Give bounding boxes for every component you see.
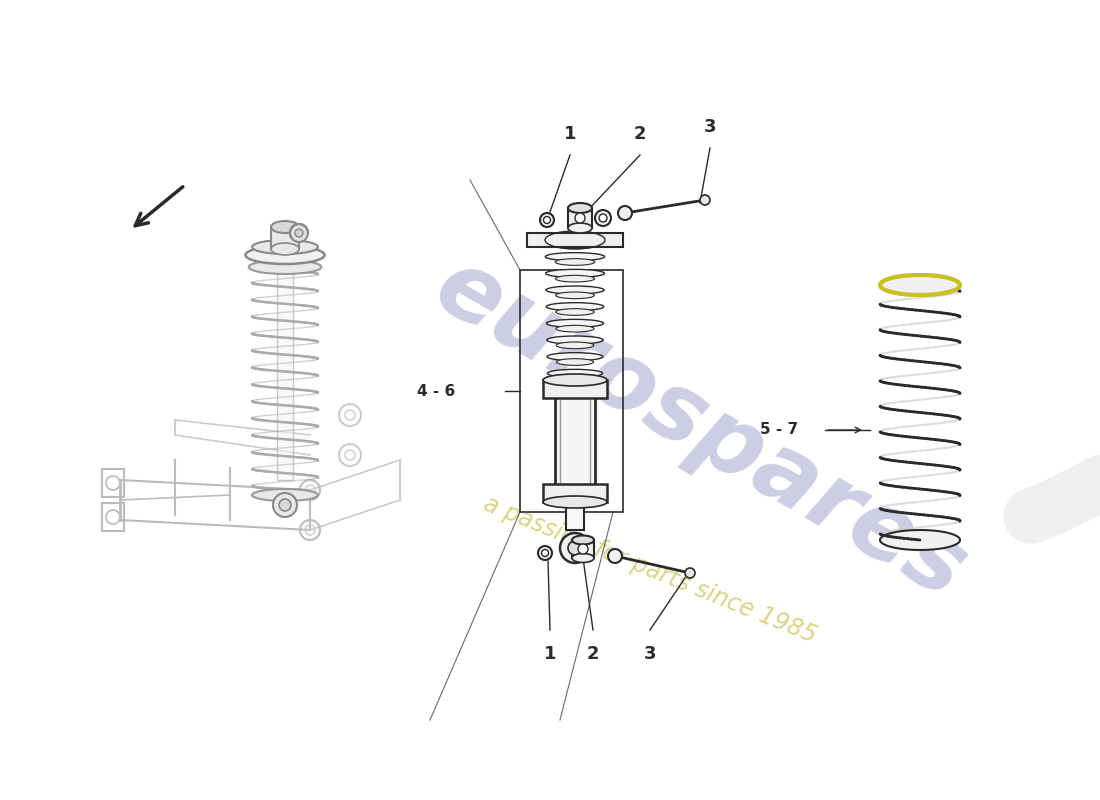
- Ellipse shape: [557, 342, 594, 349]
- Bar: [527, 233, 623, 247]
- Bar: [543, 484, 607, 502]
- Bar: [572, 540, 594, 558]
- Ellipse shape: [556, 258, 595, 266]
- Ellipse shape: [556, 309, 594, 315]
- Circle shape: [541, 550, 549, 557]
- Ellipse shape: [572, 554, 594, 562]
- Circle shape: [295, 229, 302, 237]
- Polygon shape: [880, 530, 960, 550]
- Text: 4 - 6: 4 - 6: [417, 383, 455, 398]
- Text: 2: 2: [634, 125, 647, 143]
- Ellipse shape: [547, 302, 604, 310]
- Bar: [102, 503, 124, 531]
- Ellipse shape: [546, 286, 604, 294]
- Ellipse shape: [271, 243, 299, 255]
- Ellipse shape: [543, 374, 607, 386]
- Circle shape: [600, 214, 607, 222]
- Circle shape: [279, 499, 292, 511]
- Ellipse shape: [557, 375, 593, 382]
- Circle shape: [578, 544, 588, 554]
- Bar: [566, 502, 584, 530]
- Ellipse shape: [543, 496, 607, 508]
- Bar: [543, 380, 607, 398]
- Ellipse shape: [252, 240, 318, 254]
- Text: 3: 3: [644, 645, 657, 663]
- Ellipse shape: [556, 326, 594, 332]
- Circle shape: [560, 533, 590, 563]
- Circle shape: [618, 206, 632, 220]
- Bar: [568, 208, 592, 228]
- Circle shape: [273, 493, 297, 517]
- Ellipse shape: [556, 292, 594, 298]
- Polygon shape: [880, 275, 960, 295]
- Ellipse shape: [546, 253, 605, 261]
- Circle shape: [685, 568, 695, 578]
- Circle shape: [538, 546, 552, 560]
- Ellipse shape: [568, 223, 592, 233]
- Bar: [556, 390, 595, 490]
- Ellipse shape: [547, 336, 603, 344]
- Bar: [271, 227, 299, 249]
- Text: 3: 3: [704, 118, 716, 136]
- Ellipse shape: [249, 260, 321, 274]
- Circle shape: [290, 224, 308, 242]
- Text: a passion for parts since 1985: a passion for parts since 1985: [480, 492, 820, 648]
- Ellipse shape: [548, 370, 603, 378]
- Ellipse shape: [557, 358, 594, 366]
- Text: 5 - 7: 5 - 7: [760, 422, 799, 438]
- Ellipse shape: [547, 319, 604, 327]
- Circle shape: [700, 195, 710, 205]
- Ellipse shape: [568, 203, 592, 213]
- Bar: [520, 270, 623, 512]
- Bar: [277, 265, 293, 480]
- Ellipse shape: [252, 489, 318, 501]
- Ellipse shape: [546, 270, 604, 278]
- Circle shape: [568, 541, 582, 555]
- Circle shape: [543, 217, 550, 223]
- Bar: [102, 469, 124, 497]
- Circle shape: [575, 213, 585, 223]
- Ellipse shape: [556, 275, 595, 282]
- Text: 2: 2: [586, 645, 600, 663]
- Ellipse shape: [572, 535, 594, 545]
- Circle shape: [595, 210, 610, 226]
- Circle shape: [608, 549, 622, 563]
- Text: eurospares: eurospares: [418, 241, 981, 619]
- Ellipse shape: [271, 221, 299, 233]
- Ellipse shape: [544, 236, 605, 244]
- Ellipse shape: [245, 246, 324, 264]
- Text: 1: 1: [543, 645, 557, 663]
- Ellipse shape: [556, 242, 595, 249]
- Ellipse shape: [547, 353, 603, 361]
- Circle shape: [540, 213, 554, 227]
- Text: 1: 1: [563, 125, 576, 143]
